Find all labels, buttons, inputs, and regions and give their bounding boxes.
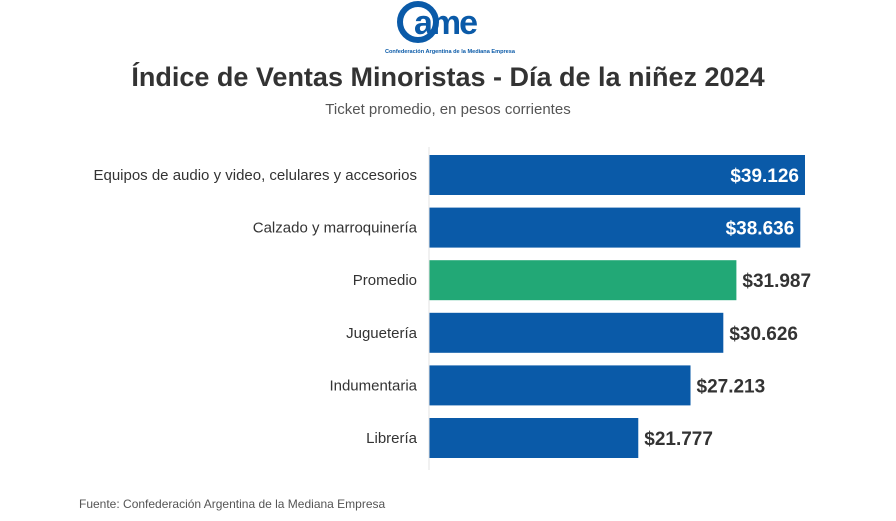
bar: [429, 418, 639, 458]
data-label: $38.636: [726, 219, 795, 240]
logo-wordmark: ame: [414, 4, 477, 42]
chart-subtitle: Ticket promedio, en pesos corrientes: [325, 101, 571, 118]
data-label: $27.213: [697, 376, 766, 397]
category-label: Juguetería: [346, 325, 418, 342]
chart-title: Índice de Ventas Minoristas - Día de la …: [131, 62, 765, 92]
category-label: Promedio: [353, 272, 417, 289]
bar: [429, 207, 801, 248]
category-label: Equipos de audio y video, celulares y ac…: [93, 167, 417, 184]
category-label: Calzado y marroquinería: [253, 220, 418, 237]
data-label: $31.987: [742, 271, 811, 292]
bar: [429, 155, 805, 195]
data-label: $21.777: [644, 429, 713, 450]
bar: [429, 260, 737, 301]
bar: [429, 312, 724, 353]
category-label: Indumentaria: [329, 377, 417, 394]
data-label: $39.126: [730, 166, 799, 187]
source-note: Fuente: Confederación Argentina de la Me…: [79, 497, 386, 511]
came-logo: ame Confederación Argentina de la Median…: [385, 1, 516, 55]
bar: [429, 365, 691, 406]
category-label: Librería: [366, 430, 418, 447]
logo-c-ring: [397, 1, 439, 43]
data-label: $30.626: [729, 324, 798, 345]
logo-tagline: Confederación Argentina de la Mediana Em…: [385, 49, 516, 55]
